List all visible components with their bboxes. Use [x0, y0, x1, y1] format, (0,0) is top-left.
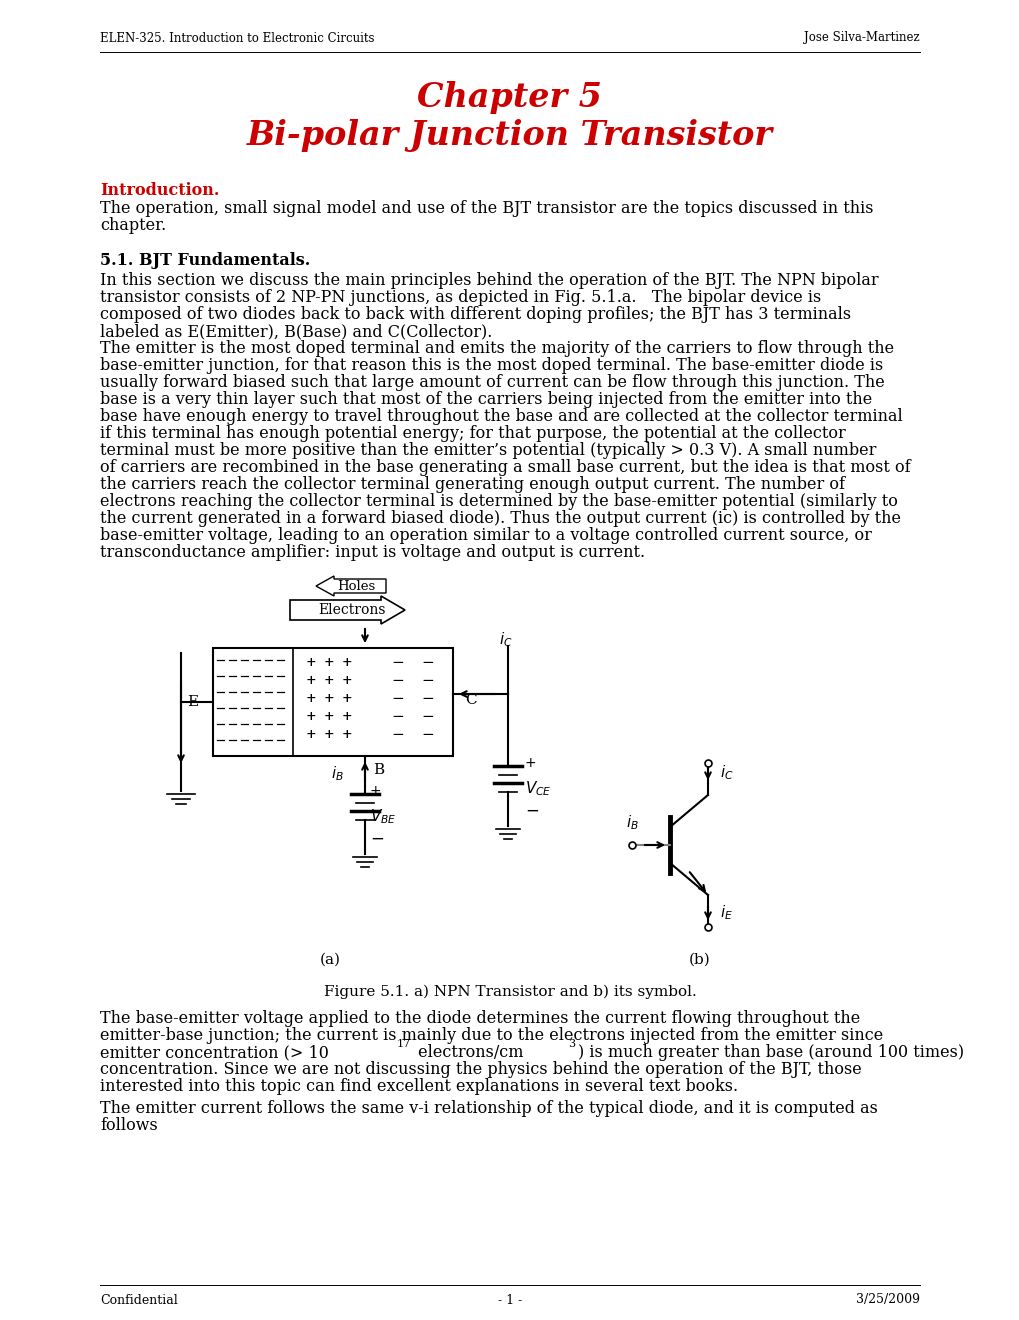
Text: −: − [421, 710, 434, 723]
Text: +: + [323, 729, 334, 742]
Text: −: − [391, 675, 404, 688]
Text: transconductance amplifier: input is voltage and output is current.: transconductance amplifier: input is vol… [100, 544, 644, 561]
Text: +: + [341, 710, 352, 723]
Text: −: − [391, 710, 404, 723]
Text: base have enough energy to travel throughout the base and are collected at the c: base have enough energy to travel throug… [100, 408, 902, 425]
Text: of carriers are recombined in the base generating a small base current, but the : of carriers are recombined in the base g… [100, 459, 910, 477]
Text: $V_{BE}$: $V_{BE}$ [370, 808, 396, 826]
Text: concentration. Since we are not discussing the physics behind the operation of t: concentration. Since we are not discussi… [100, 1061, 861, 1078]
Text: base-emitter voltage, leading to an operation similar to a voltage controlled cu: base-emitter voltage, leading to an oper… [100, 527, 871, 544]
Text: The emitter current follows the same v-i relationship of the typical diode, and : The emitter current follows the same v-i… [100, 1100, 877, 1117]
Text: −: − [421, 656, 434, 671]
Text: Holes: Holes [336, 579, 375, 593]
Text: terminal must be more positive than the emitter’s potential (typically > 0.3 V).: terminal must be more positive than the … [100, 442, 875, 459]
Text: $i_C$: $i_C$ [719, 764, 733, 783]
Text: B: B [373, 763, 384, 777]
FancyArrow shape [316, 576, 385, 597]
Text: −: − [391, 729, 404, 742]
Text: −: − [370, 830, 383, 847]
Text: $i_E$: $i_E$ [719, 904, 733, 923]
Text: base is a very thin layer such that most of the carriers being injected from the: base is a very thin layer such that most… [100, 391, 871, 408]
Text: labeled as E(Emitter), B(Base) and C(Collector).: labeled as E(Emitter), B(Base) and C(Col… [100, 323, 492, 341]
Text: emitter concentration (> 10: emitter concentration (> 10 [100, 1044, 328, 1061]
Text: Bi-polar Junction Transistor: Bi-polar Junction Transistor [247, 119, 772, 152]
Text: Figure 5.1. a) NPN Transistor and b) its symbol.: Figure 5.1. a) NPN Transistor and b) its… [323, 985, 696, 999]
Text: chapter.: chapter. [100, 216, 166, 234]
Text: electrons reaching the collector terminal is determined by the base-emitter pote: electrons reaching the collector termina… [100, 492, 897, 510]
Text: $V_{CE}$: $V_{CE}$ [525, 780, 551, 799]
Text: Confidential: Confidential [100, 1294, 177, 1307]
Text: −: − [421, 729, 434, 742]
Text: −: − [421, 675, 434, 688]
Text: 5.1. BJT Fundamentals.: 5.1. BJT Fundamentals. [100, 252, 310, 269]
Text: The base-emitter voltage applied to the diode determines the current flowing thr: The base-emitter voltage applied to the … [100, 1010, 859, 1027]
Text: +: + [306, 693, 316, 705]
Text: +: + [306, 675, 316, 688]
Text: +: + [323, 693, 334, 705]
Text: Introduction.: Introduction. [100, 182, 219, 199]
Text: the carriers reach the collector terminal generating enough output current. The : the carriers reach the collector termina… [100, 477, 844, 492]
Text: follows: follows [100, 1117, 158, 1134]
Text: The operation, small signal model and use of the BJT transistor are the topics d: The operation, small signal model and us… [100, 201, 872, 216]
Text: −: − [391, 656, 404, 671]
Text: 3: 3 [568, 1039, 575, 1049]
Text: composed of two diodes back to back with different doping profiles; the BJT has : composed of two diodes back to back with… [100, 306, 850, 323]
Text: +: + [341, 656, 352, 669]
Text: −: − [525, 803, 538, 820]
Text: The emitter is the most doped terminal and emits the majority of the carriers to: The emitter is the most doped terminal a… [100, 341, 894, 356]
Text: +: + [341, 693, 352, 705]
Text: (b): (b) [689, 953, 710, 968]
Text: +: + [370, 784, 381, 799]
Text: −: − [421, 692, 434, 706]
Text: base-emitter junction, for that reason this is the most doped terminal. The base: base-emitter junction, for that reason t… [100, 356, 882, 374]
Text: ) is much greater than base (around 100 times): ) is much greater than base (around 100 … [578, 1044, 963, 1061]
Text: transistor consists of 2 NP-PN junctions, as depicted in Fig. 5.1.a.   The bipol: transistor consists of 2 NP-PN junctions… [100, 289, 820, 306]
Text: - 1 -: - 1 - [497, 1294, 522, 1307]
Text: +: + [525, 756, 536, 770]
Text: +: + [323, 710, 334, 723]
Text: $i_B$: $i_B$ [625, 813, 638, 833]
Text: −: − [391, 692, 404, 706]
Text: +: + [323, 675, 334, 688]
Text: emitter-base junction; the current is mainly due to the electrons injected from : emitter-base junction; the current is ma… [100, 1027, 882, 1044]
Text: usually forward biased such that large amount of current can be flow through thi: usually forward biased such that large a… [100, 374, 883, 391]
Text: ELEN-325. Introduction to Electronic Circuits: ELEN-325. Introduction to Electronic Cir… [100, 32, 374, 45]
Text: 3/25/2009: 3/25/2009 [855, 1294, 919, 1307]
Text: +: + [323, 656, 334, 669]
Text: 17: 17 [396, 1039, 411, 1049]
Text: $i_B$: $i_B$ [330, 764, 343, 783]
Text: if this terminal has enough potential energy; for that purpose, the potential at: if this terminal has enough potential en… [100, 425, 845, 442]
Text: +: + [341, 675, 352, 688]
Text: +: + [341, 729, 352, 742]
Text: (a): (a) [319, 953, 340, 968]
Text: +: + [306, 729, 316, 742]
Text: Jose Silva-Martinez: Jose Silva-Martinez [804, 32, 919, 45]
Text: In this section we discuss the main principles behind the operation of the BJT. : In this section we discuss the main prin… [100, 272, 877, 289]
Text: interested into this topic can find excellent explanations in several text books: interested into this topic can find exce… [100, 1078, 738, 1096]
Text: +: + [306, 710, 316, 723]
Text: $i_C$: $i_C$ [498, 631, 513, 649]
Text: E: E [186, 696, 198, 709]
FancyArrow shape [289, 597, 405, 624]
Text: Electrons: Electrons [318, 603, 385, 616]
Text: +: + [306, 656, 316, 669]
Text: the current generated in a forward biased diode). Thus the output current (ic) i: the current generated in a forward biase… [100, 510, 900, 527]
Text: electrons/cm: electrons/cm [413, 1044, 523, 1061]
Bar [213, 648, 452, 756]
Text: Chapter 5: Chapter 5 [417, 82, 602, 115]
Text: C: C [465, 693, 476, 708]
